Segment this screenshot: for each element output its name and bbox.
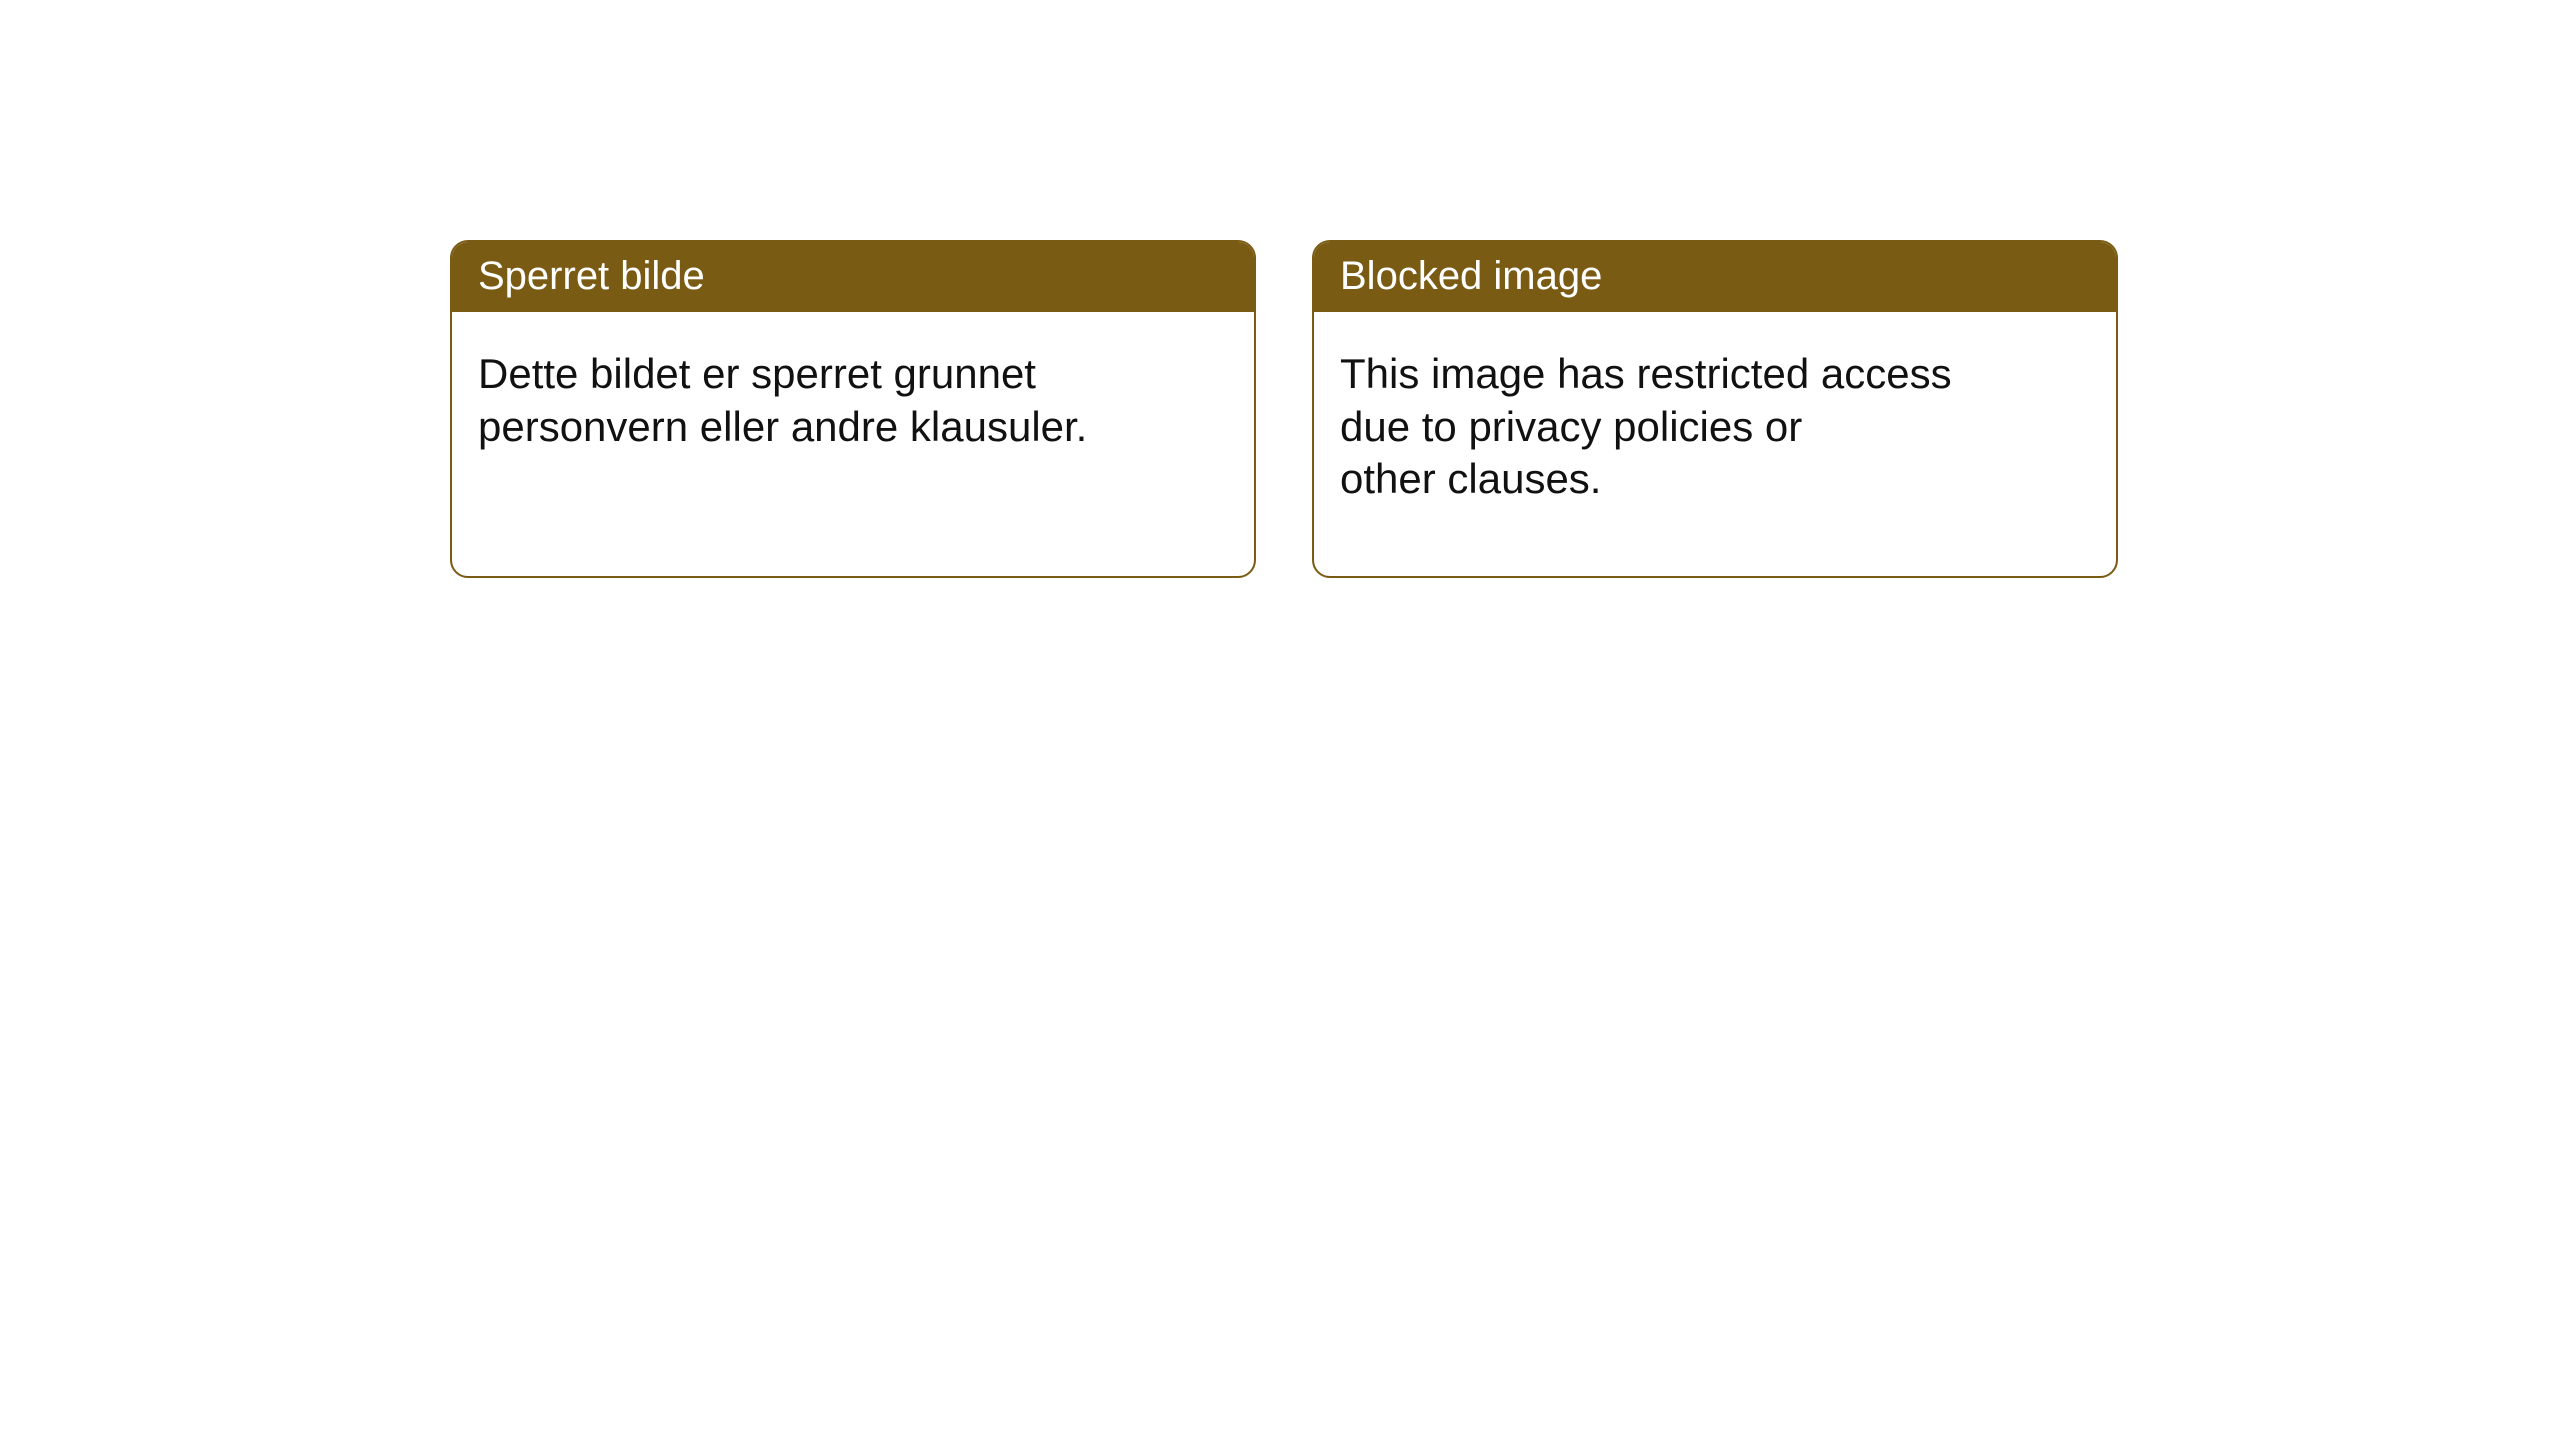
notice-body-no: Dette bildet er sperret grunnet personve… [452,312,1254,479]
notice-box-norwegian: Sperret bilde Dette bildet er sperret gr… [450,240,1256,578]
notice-header-en: Blocked image [1314,242,2116,312]
notices-container: Sperret bilde Dette bildet er sperret gr… [0,0,2560,578]
notice-box-english: Blocked image This image has restricted … [1312,240,2118,578]
notice-body-en: This image has restricted access due to … [1314,312,2116,532]
notice-header-no: Sperret bilde [452,242,1254,312]
